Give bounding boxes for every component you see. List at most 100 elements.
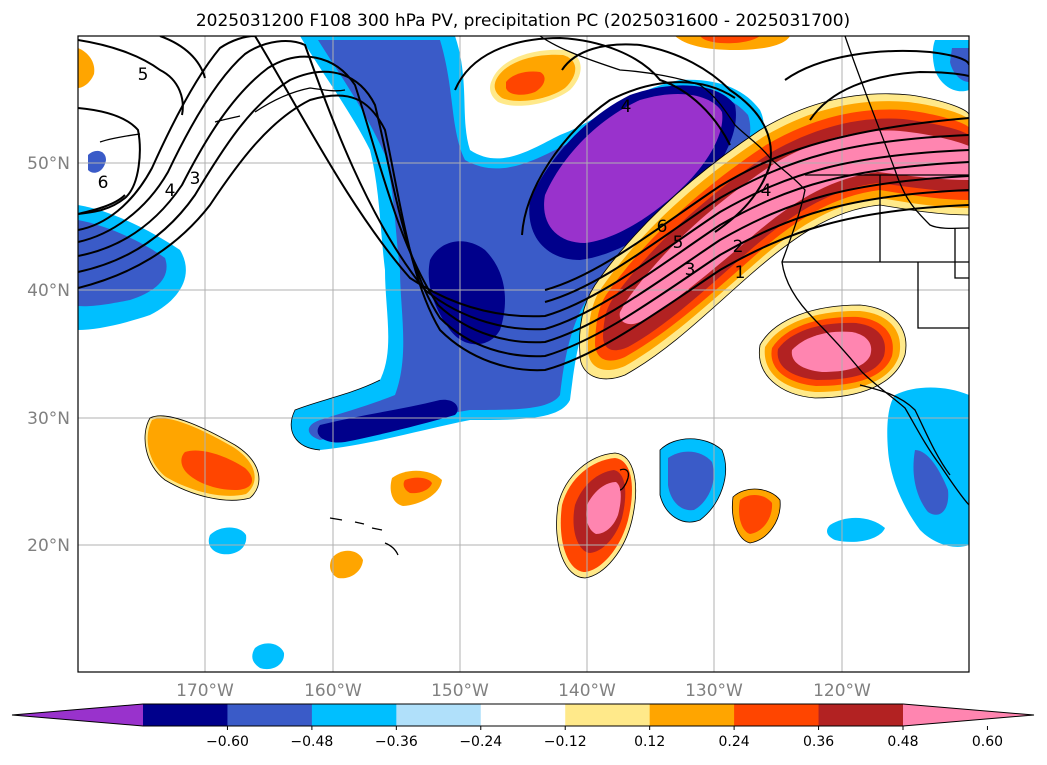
contour-label: 6 (657, 217, 668, 237)
colorbar-tick-label: −0.12 (544, 734, 587, 750)
colorbar-segment (143, 704, 228, 726)
colorbar-tick-label: 0.12 (634, 734, 665, 750)
pv-contour (521, 81, 736, 236)
colorbar-tick-label: 0.48 (887, 734, 918, 750)
anomaly-area (791, 331, 872, 372)
contour-label: 3 (190, 169, 201, 189)
anomaly-area (544, 93, 723, 243)
anomaly-area (700, 36, 760, 44)
contour-label: 3 (685, 260, 696, 280)
anomaly-area (181, 450, 253, 490)
colorbar-segment (649, 704, 735, 726)
outline (579, 204, 969, 380)
colorbar-tick-label: 0.60 (972, 734, 1003, 750)
anomaly-area (506, 71, 545, 95)
lat-label: 50°N (27, 154, 70, 174)
anomaly-area (619, 130, 969, 325)
pv-contour (544, 134, 969, 303)
pv-contour (561, 43, 772, 233)
lat-label: 40°N (27, 281, 70, 301)
colorbar-outline (11, 703, 1035, 727)
colorbar-tick-label: −0.24 (459, 734, 502, 750)
anomaly-area (603, 118, 969, 351)
contour-label: 5 (673, 233, 684, 253)
anomaly-area (330, 550, 363, 579)
anomaly-area (739, 494, 773, 534)
lon-label: 120°W (813, 681, 871, 701)
colorbar-segment (227, 704, 313, 726)
outline (594, 93, 969, 286)
pv-contour (78, 40, 969, 331)
colorbar-extend-low (12, 704, 143, 726)
anomaly-area (317, 399, 458, 443)
coastlines (99, 36, 969, 556)
island (619, 468, 630, 491)
anomaly-area (428, 241, 505, 345)
anomaly-area (913, 450, 949, 515)
pv-contour (544, 117, 969, 291)
colorbar-tick-label: 0.24 (719, 734, 750, 750)
aleutian-islands (99, 133, 141, 143)
colorbar-segment (818, 704, 904, 726)
aleutian-islands (254, 87, 346, 113)
pv-contour (78, 36, 969, 318)
lat-label: 20°N (27, 536, 70, 556)
contour-label: 4 (165, 181, 176, 201)
north-america-coastline (539, 36, 969, 506)
colorbar: −0.60 −0.48 −0.36 −0.24 −0.12 0.12 0.24 0.36 0.4… (11, 703, 1035, 750)
pv-contours (78, 36, 969, 372)
colorbar-segment (396, 704, 482, 726)
longitude-labels: 170°W 160°W 150°W 140°W 130°W 120°W (176, 681, 871, 701)
outline (659, 438, 726, 523)
border (917, 262, 969, 329)
anomaly-area (252, 643, 285, 670)
latitude-labels: 50°N 40°N 30°N 20°N (27, 154, 70, 556)
outline (144, 415, 260, 501)
colorbar-tick-label: −0.60 (206, 734, 249, 750)
anomaly-area (403, 477, 432, 494)
map-panel: 5 6 4 3 4 6 5 3 2 1 4 (77, 35, 970, 673)
colorbar-segment (565, 704, 651, 726)
contour-labels: 5 6 4 3 4 6 5 3 2 1 4 (98, 65, 772, 283)
contour-label: 6 (98, 173, 109, 193)
pv-contour (159, 36, 206, 79)
pv-contour (454, 36, 731, 146)
colorbar-tick-label: −0.36 (375, 734, 418, 750)
colorbar-segment (480, 704, 566, 726)
colorbar-extend-high (903, 704, 1034, 726)
map-frame (77, 35, 970, 673)
contour-label: 4 (761, 181, 772, 201)
anomaly-area (88, 150, 106, 173)
border (859, 384, 951, 476)
lon-label: 170°W (176, 681, 234, 701)
hawaiian-islands (329, 517, 399, 556)
outline (579, 284, 596, 356)
colorbar-segment (734, 704, 820, 726)
anomaly-area (586, 482, 621, 534)
colorbar-tick-label: 0.36 (803, 734, 834, 750)
contour-label: 1 (735, 263, 746, 283)
lat-label: 30°N (27, 409, 70, 429)
colorbar-tick-label: −0.48 (290, 734, 333, 750)
pv-contour (78, 39, 184, 116)
pv-contour (809, 70, 969, 121)
contour-label: 5 (138, 65, 149, 85)
pv-contour (78, 107, 141, 215)
pv-contour (78, 55, 969, 344)
anomaly-area (668, 451, 714, 511)
pv-contour (784, 49, 969, 81)
outline (290, 379, 381, 451)
lon-label: 160°W (304, 681, 362, 701)
lon-label: 140°W (558, 681, 616, 701)
outline (731, 488, 781, 544)
border (844, 36, 969, 230)
border (954, 228, 969, 279)
anomaly-area (78, 220, 167, 307)
contour-label: 2 (733, 237, 744, 257)
lon-label: 150°W (431, 681, 489, 701)
colorbar-segment (311, 704, 397, 726)
precip-anomaly-fields (78, 36, 969, 670)
outline (758, 304, 907, 399)
gridlines (78, 36, 969, 672)
